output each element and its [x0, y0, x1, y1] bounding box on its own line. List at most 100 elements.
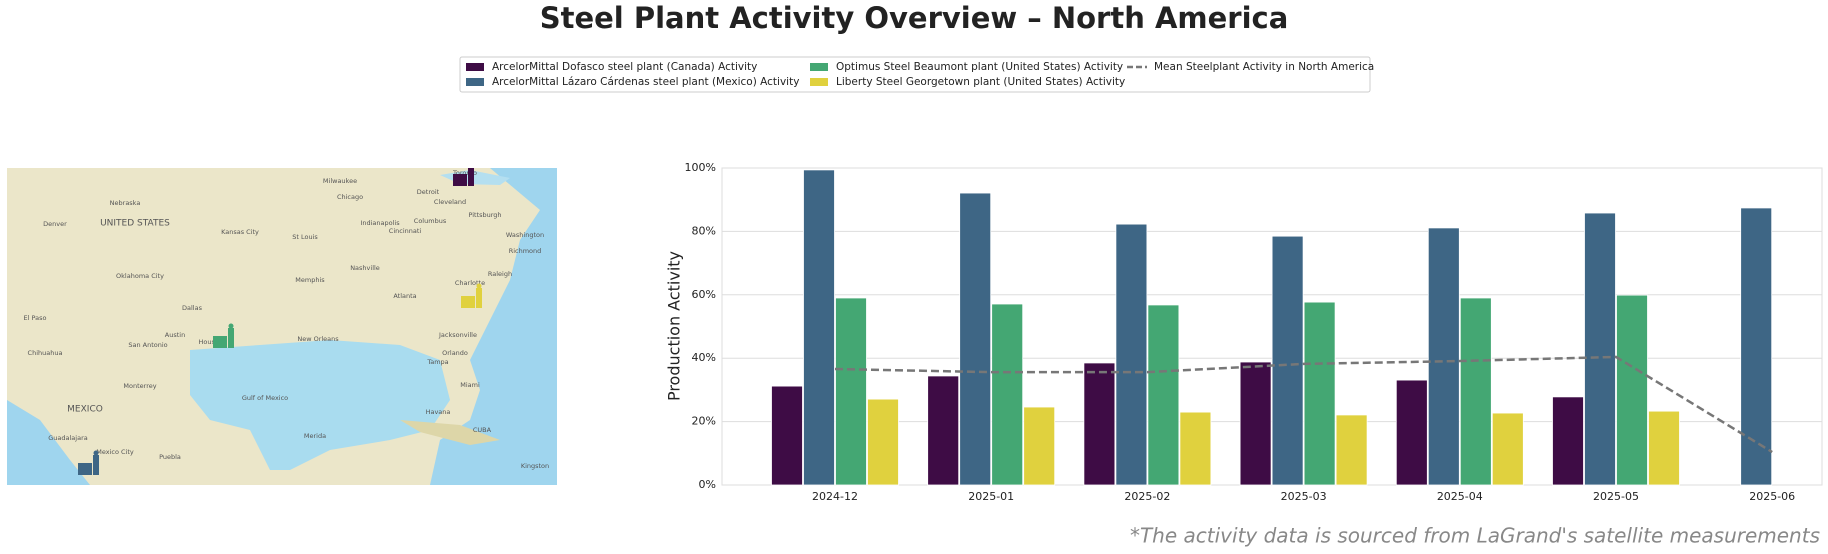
bar	[959, 192, 992, 486]
map-label: Havana	[426, 408, 451, 416]
map-label: Nashville	[350, 264, 380, 272]
legend-label: ArcelorMittal Lázaro Cárdenas steel plan…	[492, 76, 799, 88]
bar	[1303, 301, 1336, 486]
bar	[803, 169, 835, 486]
y-axis-label: Production Activity	[665, 251, 684, 401]
x-tick-label: 2025-02	[1124, 490, 1170, 503]
map-gulf	[190, 340, 450, 470]
bar	[1584, 212, 1616, 486]
legend-swatch	[810, 78, 828, 86]
map-label: Merida	[304, 432, 326, 440]
legend-label: ArcelorMittal Dofasco steel plant (Canad…	[492, 61, 757, 73]
bar	[1491, 412, 1524, 486]
bar	[1179, 411, 1212, 486]
map-label: Dallas	[182, 304, 203, 312]
bar	[927, 375, 960, 486]
map-label: Tampa	[426, 358, 448, 366]
map-label: Oklahoma City	[116, 272, 164, 280]
plant-icon-chimney	[476, 288, 482, 308]
legend-swatch	[466, 63, 484, 71]
map-label: Charlotte	[455, 279, 485, 287]
bar	[1239, 361, 1272, 486]
map-label: Columbus	[414, 217, 447, 225]
map-label: El Paso	[24, 314, 47, 322]
map-label: UNITED STATES	[100, 219, 170, 229]
y-tick-label: 100%	[685, 161, 716, 174]
map-atlantic	[430, 168, 557, 485]
bar	[835, 297, 867, 486]
plant-icon-top	[469, 162, 474, 167]
map-label: Orlando	[442, 349, 468, 357]
map-label: MEXICO	[67, 405, 103, 415]
plant-icon-chimney	[468, 168, 474, 186]
legend-label: Mean Steelplant Activity in North Americ…	[1154, 61, 1374, 73]
map-label: Jacksonville	[438, 331, 477, 339]
plant-icon	[453, 162, 474, 186]
bar	[1459, 297, 1492, 486]
y-tick-label: 0%	[699, 478, 716, 491]
x-tick-label: 2025-01	[968, 490, 1014, 503]
legend-box	[459, 56, 1371, 93]
map-label: Pittsburgh	[468, 211, 501, 219]
map-label: Monterrey	[123, 382, 156, 390]
x-tick-label: 2025-05	[1593, 490, 1639, 503]
map-label: Chihuahua	[28, 349, 63, 357]
plant-icon-top	[476, 283, 482, 289]
map-label: Raleigh	[488, 270, 512, 278]
bar	[1335, 414, 1368, 486]
bar	[991, 303, 1024, 486]
bar	[1648, 410, 1680, 486]
y-tick-label: 40%	[692, 351, 716, 364]
map-label: Gulf of Mexico	[242, 394, 288, 402]
chart-title: Steel Plant Activity Overview – North Am…	[540, 1, 1289, 35]
map-cuba	[400, 420, 500, 445]
map-label: CUBA	[473, 426, 492, 434]
map-label: Nebraska	[110, 199, 141, 207]
map-label: Austin	[165, 331, 185, 339]
plant-icon-chimney	[93, 455, 99, 475]
bar	[1616, 294, 1648, 486]
map-label: Atlanta	[393, 292, 416, 300]
y-tick-label: 80%	[692, 224, 716, 237]
legend-label: Optimus Steel Beaumont plant (United Sta…	[836, 61, 1123, 73]
bar	[1271, 235, 1304, 486]
map-label: Mexico City	[96, 448, 134, 456]
plant-icon	[213, 323, 234, 348]
bar	[1115, 223, 1148, 486]
mean-line	[834, 355, 1773, 454]
bar	[1427, 227, 1460, 486]
y-tick-label: 20%	[692, 415, 716, 428]
map-label: Milwaukee	[323, 177, 357, 185]
x-tick-label: 2025-03	[1281, 490, 1327, 503]
bar	[1083, 362, 1116, 486]
plant-icon-top	[228, 323, 234, 329]
map-label: Cincinnati	[389, 227, 422, 235]
bar	[1395, 379, 1428, 486]
plant-icon	[78, 450, 99, 475]
map-label: Denver	[43, 220, 67, 228]
x-tick-label: 2024-12	[812, 490, 858, 503]
plant-icon-top	[93, 450, 99, 456]
map-label: Houston	[198, 338, 225, 346]
map-label: Miami	[460, 381, 480, 389]
y-tick-label: 60%	[692, 288, 716, 301]
map-label: Indianapolis	[360, 219, 400, 227]
x-tick-label: 2025-04	[1437, 490, 1483, 503]
map-label: Chicago	[337, 193, 363, 201]
footnote: *The activity data is sourced from LaGra…	[1130, 524, 1820, 548]
bar	[771, 385, 803, 486]
map: TorontoMilwaukeeChicagoDetroitClevelandP…	[7, 162, 557, 485]
legend-swatch	[810, 63, 828, 71]
map-label: St Louis	[292, 233, 318, 241]
map-label: Washington	[506, 231, 544, 239]
plant-icon-body	[461, 296, 475, 308]
map-label: Memphis	[295, 276, 325, 284]
map-label: Kansas City	[221, 228, 259, 236]
bar	[1023, 406, 1056, 486]
map-label: Puebla	[159, 453, 181, 461]
bar	[1740, 207, 1773, 486]
map-pacific	[7, 400, 90, 485]
bar	[1147, 304, 1180, 486]
map-label: Cleveland	[434, 198, 466, 206]
